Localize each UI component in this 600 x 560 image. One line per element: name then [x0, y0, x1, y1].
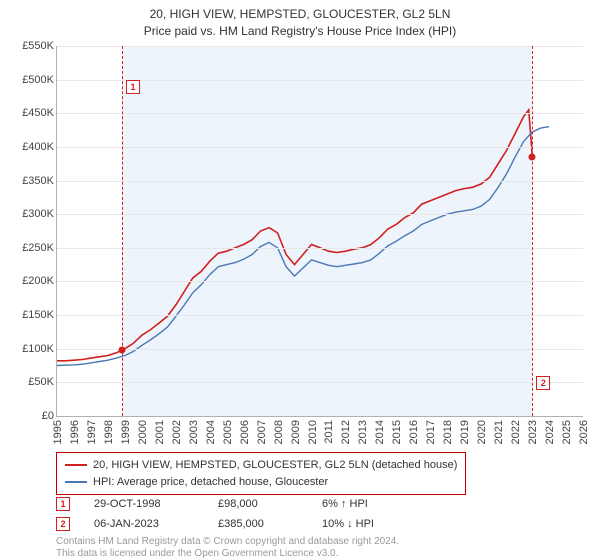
y-axis-label: £350K	[12, 175, 54, 187]
gridline	[57, 181, 583, 182]
chart-area: 12 £0£50K£100K£150K£200K£250K£300K£350K£…	[12, 46, 588, 440]
legend: 20, HIGH VIEW, HEMPSTED, GLOUCESTER, GL2…	[56, 452, 466, 495]
event-price: £385,000	[218, 518, 298, 530]
event-marker-box: 1	[56, 497, 70, 511]
y-axis-label: £50K	[12, 376, 54, 388]
event-price: £98,000	[218, 498, 298, 510]
gridline	[57, 147, 583, 148]
y-axis-label: £100K	[12, 343, 54, 355]
event-marker-box: 2	[56, 517, 70, 531]
event-date: 29-OCT-1998	[94, 498, 194, 510]
series-hpi	[57, 127, 549, 366]
gridline	[57, 214, 583, 215]
y-axis-label: £400K	[12, 141, 54, 153]
event-marker-dot	[529, 154, 536, 161]
y-axis-label: £0	[12, 410, 54, 422]
gridline	[57, 46, 583, 47]
gridline	[57, 281, 583, 282]
y-axis-label: £250K	[12, 242, 54, 254]
gridline	[57, 349, 583, 350]
chart-title-block: 20, HIGH VIEW, HEMPSTED, GLOUCESTER, GL2…	[0, 0, 600, 40]
legend-label: 20, HIGH VIEW, HEMPSTED, GLOUCESTER, GL2…	[93, 457, 457, 474]
event-vline	[122, 46, 123, 416]
attribution-line-1: Contains HM Land Registry data © Crown c…	[56, 536, 399, 548]
event-vline	[532, 46, 533, 416]
event-table: 1 29-OCT-1998 £98,000 6% ↑ HPI 2 06-JAN-2023 £…	[56, 494, 402, 534]
legend-label: HPI: Average price, detached house, Glou…	[93, 474, 328, 491]
gridline	[57, 113, 583, 114]
y-axis-label: £550K	[12, 40, 54, 52]
legend-swatch	[65, 464, 87, 466]
legend-swatch	[65, 481, 87, 483]
y-axis-label: £200K	[12, 275, 54, 287]
y-axis-label: £150K	[12, 309, 54, 321]
event-row: 2 06-JAN-2023 £385,000 10% ↓ HPI	[56, 514, 402, 534]
title-line-1: 20, HIGH VIEW, HEMPSTED, GLOUCESTER, GL2…	[0, 6, 600, 23]
plot-area: 12	[56, 46, 583, 417]
legend-row: 20, HIGH VIEW, HEMPSTED, GLOUCESTER, GL2…	[65, 457, 457, 474]
gridline	[57, 382, 583, 383]
event-row: 1 29-OCT-1998 £98,000 6% ↑ HPI	[56, 494, 402, 514]
attribution: Contains HM Land Registry data © Crown c…	[56, 536, 399, 560]
event-marker-dot	[118, 347, 125, 354]
y-axis-label: £300K	[12, 208, 54, 220]
event-marker-box: 1	[126, 80, 140, 94]
title-line-2: Price paid vs. HM Land Registry's House …	[0, 23, 600, 40]
event-pct: 10% ↓ HPI	[322, 518, 402, 530]
line-layer	[57, 46, 583, 416]
event-date: 06-JAN-2023	[94, 518, 194, 530]
gridline	[57, 315, 583, 316]
event-pct: 6% ↑ HPI	[322, 498, 402, 510]
event-marker-box: 2	[536, 376, 550, 390]
y-axis-label: £450K	[12, 107, 54, 119]
legend-row: HPI: Average price, detached house, Glou…	[65, 474, 457, 491]
y-axis-label: £500K	[12, 74, 54, 86]
attribution-line-2: This data is licensed under the Open Gov…	[56, 548, 399, 560]
gridline	[57, 248, 583, 249]
